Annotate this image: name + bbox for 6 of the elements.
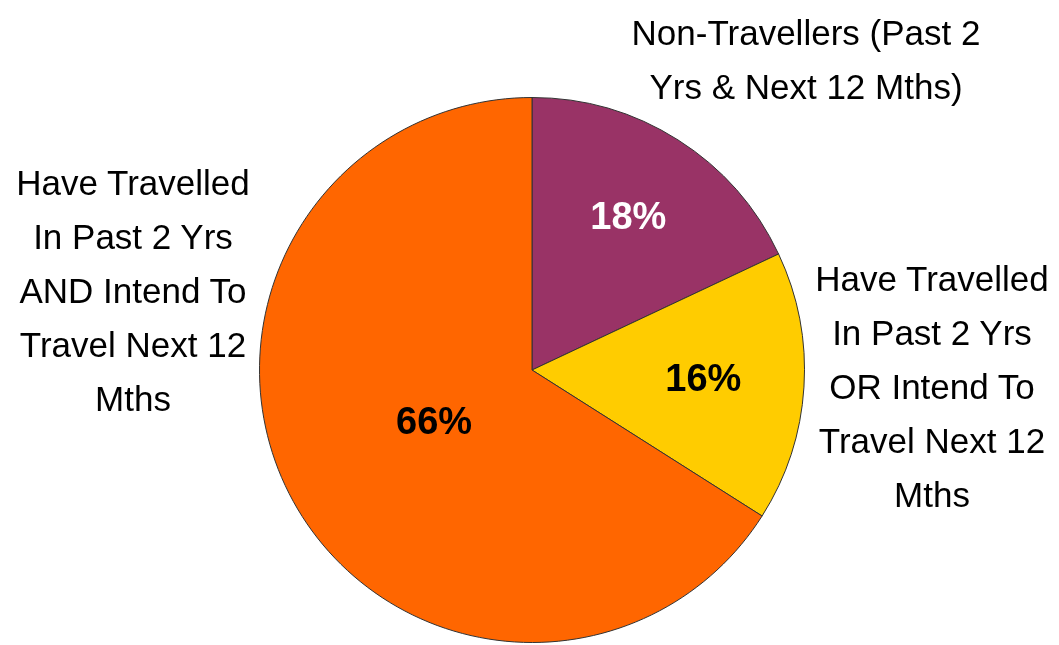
data-label: 18% — [590, 194, 667, 237]
slice-label: Have Travelled In Past 2 Yrs OR Intend To Travel Next 12 Mths — [814, 258, 1050, 516]
slice-label: Have Travelled In Past 2 Yrs AND Intend To Travel Next 12 Mths — [15, 162, 251, 420]
data-label: 66% — [396, 400, 473, 443]
data-label: 16% — [665, 357, 742, 400]
slice-label: Non-Travellers (Past 2 Yrs & Next 12 Mths) — [630, 12, 982, 108]
